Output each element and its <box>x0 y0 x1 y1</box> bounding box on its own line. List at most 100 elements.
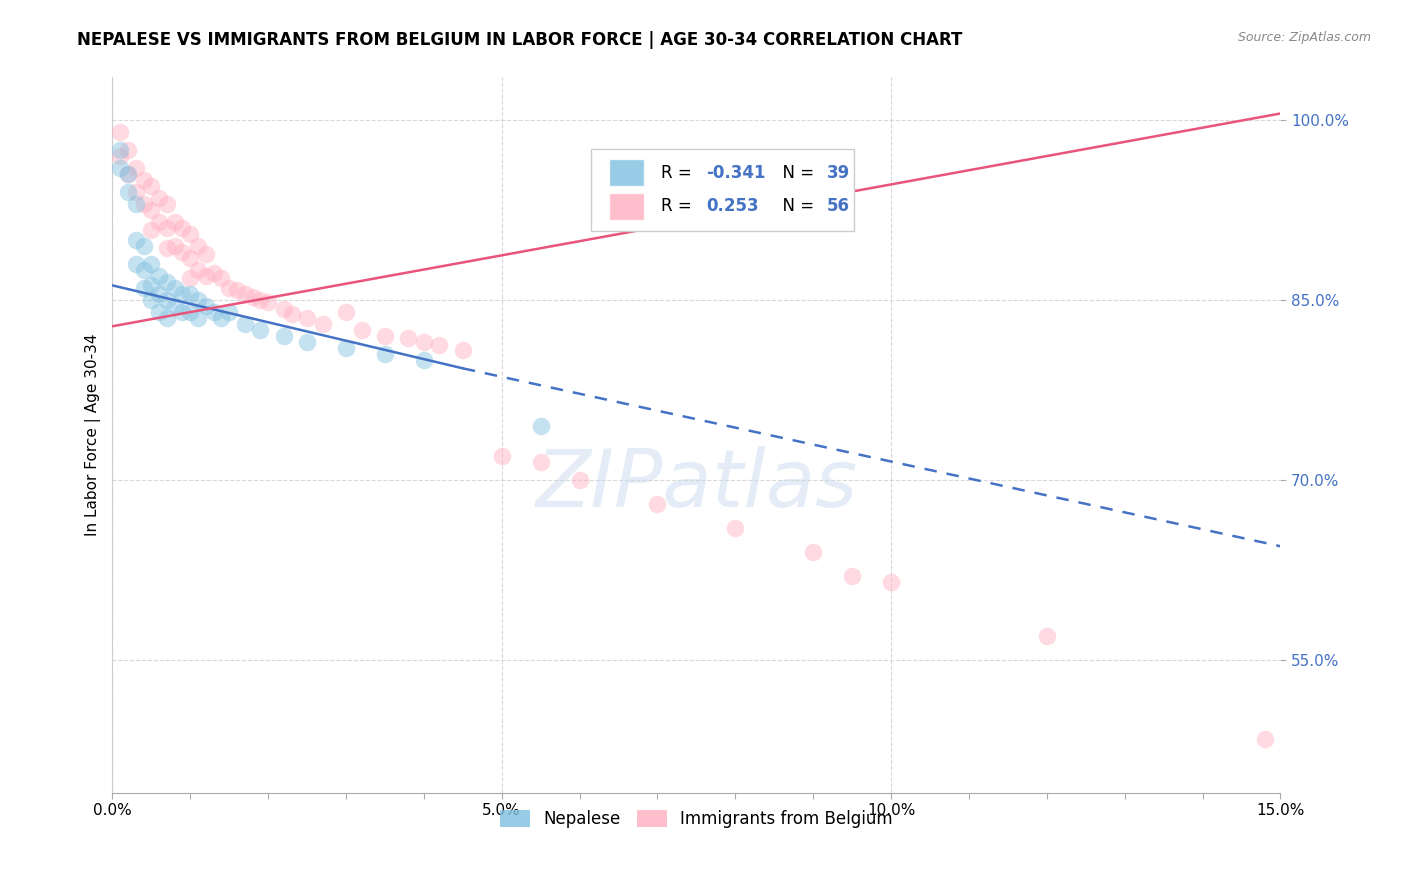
Point <box>125 257 148 271</box>
Y-axis label: In Labor Force | Age 30-34: In Labor Force | Age 30-34 <box>86 334 101 536</box>
Point <box>108 124 131 138</box>
Point <box>108 143 131 157</box>
Point <box>187 310 209 325</box>
Point <box>530 419 553 434</box>
Bar <box>609 159 644 186</box>
Bar <box>609 193 644 219</box>
Text: N =: N = <box>772 163 820 182</box>
Point <box>202 305 225 319</box>
Point <box>179 286 201 301</box>
Point <box>187 238 209 252</box>
Point <box>172 286 194 301</box>
Point <box>156 293 179 307</box>
Point <box>1254 731 1277 746</box>
Point <box>209 271 232 285</box>
Point <box>568 473 591 487</box>
Point <box>412 334 434 349</box>
Point <box>491 449 513 463</box>
Point <box>132 262 155 277</box>
Point <box>218 281 240 295</box>
Point <box>148 305 170 319</box>
Text: N =: N = <box>772 197 820 215</box>
Point <box>257 295 280 310</box>
Point <box>311 317 333 331</box>
Point <box>156 196 179 211</box>
Point <box>429 338 451 352</box>
Point <box>156 220 179 235</box>
Point <box>273 329 295 343</box>
Point <box>249 323 271 337</box>
Point <box>141 202 163 217</box>
Text: R =: R = <box>661 163 697 182</box>
Point <box>125 196 148 211</box>
Point <box>141 293 163 307</box>
Point <box>163 215 186 229</box>
Point <box>148 268 170 283</box>
Point <box>194 299 217 313</box>
Point <box>233 286 256 301</box>
Point <box>132 238 155 252</box>
Point <box>141 178 163 193</box>
Text: 0.253: 0.253 <box>706 197 758 215</box>
Point <box>194 268 217 283</box>
Text: Source: ZipAtlas.com: Source: ZipAtlas.com <box>1237 31 1371 45</box>
Point <box>1036 629 1059 643</box>
Point <box>374 347 396 361</box>
Point <box>141 278 163 293</box>
Point <box>117 143 139 157</box>
Point <box>156 241 179 255</box>
Point <box>132 172 155 186</box>
Point <box>163 238 186 252</box>
Point <box>163 281 186 295</box>
FancyBboxPatch shape <box>592 149 853 231</box>
Point <box>117 167 139 181</box>
Point <box>530 455 553 469</box>
Point <box>209 310 232 325</box>
Point <box>295 334 318 349</box>
Point <box>724 521 747 535</box>
Point <box>335 305 357 319</box>
Point <box>187 262 209 277</box>
Point <box>132 196 155 211</box>
Point <box>273 302 295 317</box>
Point <box>202 266 225 280</box>
Point <box>233 317 256 331</box>
Point <box>148 215 170 229</box>
Point <box>156 310 179 325</box>
Point <box>108 148 131 162</box>
Point <box>841 569 863 583</box>
Point <box>242 290 264 304</box>
Point <box>249 293 271 307</box>
Point <box>141 257 163 271</box>
Text: -0.341: -0.341 <box>706 163 765 182</box>
Text: R =: R = <box>661 197 697 215</box>
Text: 39: 39 <box>827 163 851 182</box>
Point <box>880 575 903 590</box>
Point <box>156 275 179 289</box>
Point <box>179 251 201 265</box>
Point <box>117 167 139 181</box>
Point <box>647 497 669 511</box>
Point <box>187 293 209 307</box>
Point <box>218 305 240 319</box>
Point <box>125 161 148 175</box>
Point <box>801 545 824 559</box>
Point <box>172 244 194 259</box>
Legend: Nepalese, Immigrants from Belgium: Nepalese, Immigrants from Belgium <box>494 803 900 834</box>
Point <box>350 323 373 337</box>
Point <box>163 299 186 313</box>
Point <box>172 305 194 319</box>
Text: ZIPatlas: ZIPatlas <box>536 446 858 524</box>
Point <box>335 341 357 355</box>
Text: NEPALESE VS IMMIGRANTS FROM BELGIUM IN LABOR FORCE | AGE 30-34 CORRELATION CHART: NEPALESE VS IMMIGRANTS FROM BELGIUM IN L… <box>77 31 963 49</box>
Point <box>194 247 217 261</box>
Point <box>172 220 194 235</box>
Point <box>295 310 318 325</box>
Point <box>179 305 201 319</box>
Point <box>179 271 201 285</box>
Point <box>226 283 249 297</box>
Point <box>125 233 148 247</box>
Point <box>396 331 419 345</box>
Point <box>125 185 148 199</box>
Point <box>132 281 155 295</box>
